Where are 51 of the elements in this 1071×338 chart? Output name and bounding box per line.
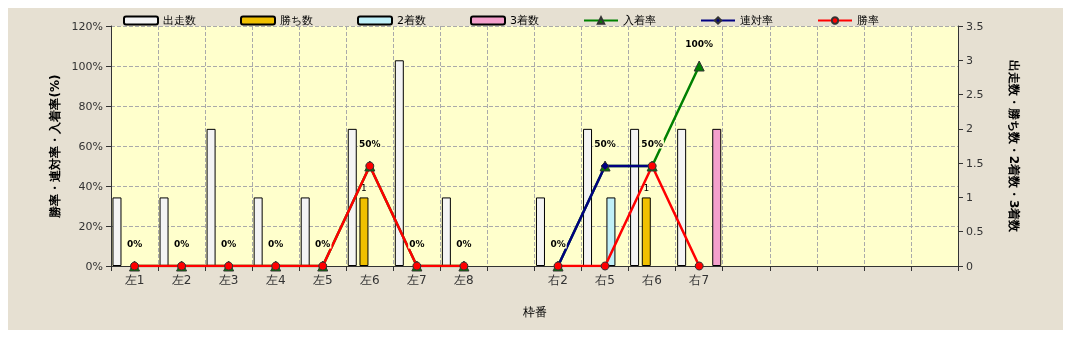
data-label: 0% — [126, 239, 143, 249]
data-label: 0% — [550, 239, 566, 249]
x-tick-label: 左7 — [407, 273, 427, 287]
y-tick-label: 40% — [78, 179, 103, 193]
data-label: 0% — [315, 239, 331, 249]
data-label: 0% — [268, 239, 284, 249]
y-tick-label: 0% — [85, 259, 103, 273]
y2-tick-label: 3.5 — [966, 19, 984, 33]
data-label: 50% — [359, 139, 381, 149]
legend-label: 3着数 — [510, 14, 539, 27]
legend-label: 2着数 — [397, 14, 426, 27]
y-tick-label: 60% — [78, 139, 103, 153]
y-tick-label: 120% — [71, 19, 103, 33]
x-axis-title: 枠番 — [521, 305, 547, 319]
y-tick-label: 80% — [78, 99, 103, 113]
y-axis-title: 勝率・連対率・入着率(%) — [47, 74, 62, 219]
y2-tick-label: 0.5 — [966, 225, 984, 239]
data-label: 0% — [409, 239, 425, 249]
y2-tick-label: 3 — [966, 53, 973, 67]
x-tick-label: 右7 — [689, 273, 710, 287]
data-label: 1 — [361, 182, 367, 193]
y2-tick-label: 2.5 — [966, 88, 984, 102]
data-label: 1 — [643, 182, 650, 193]
y-tick-label: 20% — [78, 219, 103, 233]
x-tick-label: 左2 — [171, 273, 192, 287]
legend-label: 勝率 — [857, 14, 879, 27]
x-tick-label: 左8 — [454, 273, 474, 287]
data-label: 0% — [456, 239, 472, 249]
y-tick-label: 100% — [71, 59, 103, 73]
data-label: 50% — [594, 139, 616, 149]
y2-tick-label: 2 — [966, 122, 973, 136]
data-label: 0% — [173, 239, 190, 249]
data-label: 50% — [641, 139, 663, 149]
x-tick-label: 右2 — [548, 273, 568, 287]
x-tick-label: 左3 — [218, 273, 239, 287]
legend-label: 連対率 — [740, 14, 773, 27]
x-tick-label: 右6 — [642, 273, 662, 287]
legend-label: 出走数 — [163, 14, 196, 27]
data-label: 0% — [221, 239, 237, 249]
y2-tick-label: 0 — [966, 259, 973, 273]
y2-axis-title: 出走数・勝ち数・2着数・3着数 — [1007, 59, 1021, 234]
x-tick-label: 左1 — [124, 273, 145, 287]
y2-tick-label: 1 — [966, 190, 973, 204]
x-tick-label: 左5 — [312, 273, 333, 287]
legend-label: 入着率 — [623, 14, 656, 27]
x-tick-label: 左4 — [265, 273, 286, 287]
x-tick-label: 左6 — [359, 273, 380, 287]
data-label: 100% — [685, 39, 714, 49]
y2-tick-label: 1.5 — [966, 156, 984, 170]
legend-label: 勝ち数 — [280, 14, 313, 27]
x-tick-label: 右5 — [595, 273, 615, 287]
